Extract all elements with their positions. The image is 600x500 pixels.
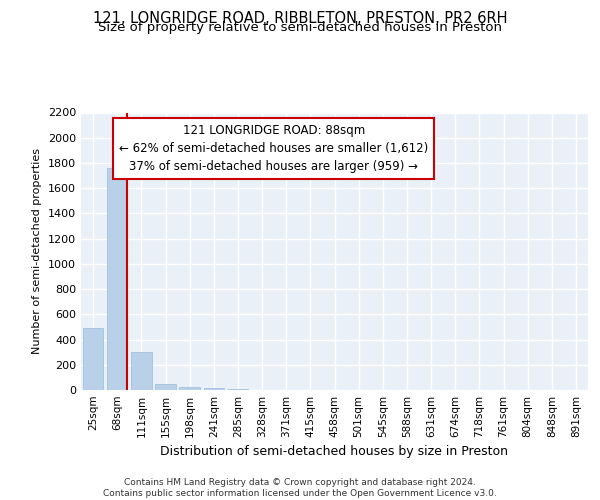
Bar [107, 168, 127, 390]
Bar [131, 352, 152, 390]
Y-axis label: Number of semi-detached properties: Number of semi-detached properties [32, 148, 43, 354]
Text: 121, LONGRIDGE ROAD, RIBBLETON, PRESTON, PR2 6RH: 121, LONGRIDGE ROAD, RIBBLETON, PRESTON,… [93, 11, 507, 26]
Bar [227, 388, 248, 390]
Bar [83, 328, 103, 390]
Bar [155, 384, 176, 390]
Text: Contains HM Land Registry data © Crown copyright and database right 2024.
Contai: Contains HM Land Registry data © Crown c… [103, 478, 497, 498]
Bar [203, 388, 224, 390]
Text: 121 LONGRIDGE ROAD: 88sqm
← 62% of semi-detached houses are smaller (1,612)
37% : 121 LONGRIDGE ROAD: 88sqm ← 62% of semi-… [119, 124, 428, 172]
X-axis label: Distribution of semi-detached houses by size in Preston: Distribution of semi-detached houses by … [161, 446, 509, 458]
Text: Size of property relative to semi-detached houses in Preston: Size of property relative to semi-detach… [98, 22, 502, 35]
Bar [179, 388, 200, 390]
